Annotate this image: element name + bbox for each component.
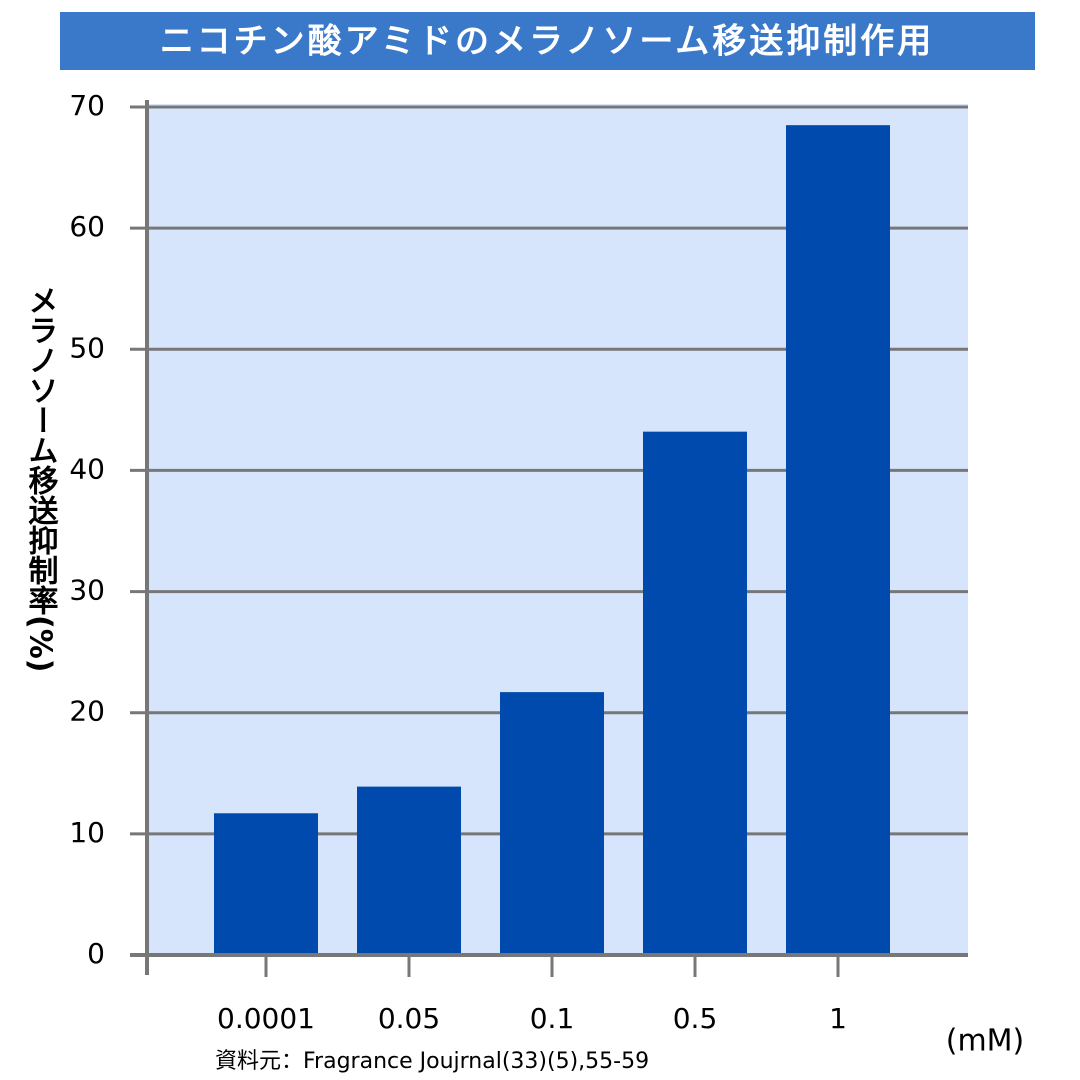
x-tick-label: 0.1 bbox=[530, 1002, 575, 1035]
y-tick-label: 60 bbox=[69, 210, 105, 243]
chart-title: ニコチン酸アミドのメラノソーム移送抑制作用 bbox=[160, 22, 935, 62]
x-tick-label: 0.5 bbox=[673, 1002, 718, 1035]
x-unit: (mM) bbox=[946, 1024, 1025, 1059]
y-tick-label: 40 bbox=[69, 452, 105, 485]
x-tick-label: 1 bbox=[829, 1002, 847, 1035]
y-tick-label: 0 bbox=[87, 937, 105, 970]
y-tick-label: 50 bbox=[69, 331, 105, 364]
bar bbox=[643, 431, 747, 956]
source: 資料元：Fragrance Joujrnal(33)(5),55-59 bbox=[215, 1049, 649, 1074]
y-tick-label: 10 bbox=[69, 816, 105, 849]
x-tick-label: 0.0001 bbox=[217, 1002, 315, 1035]
bars bbox=[214, 125, 890, 956]
y-tick-label: 20 bbox=[69, 695, 105, 728]
x-tick-label: 0.05 bbox=[378, 1002, 440, 1035]
y-tick-label: 70 bbox=[69, 89, 105, 122]
bar bbox=[786, 125, 890, 955]
title-banner bbox=[60, 12, 1035, 70]
bar bbox=[357, 786, 461, 955]
bar bbox=[214, 813, 318, 955]
y-axis-label: メラノソーム移送抑制率(%) bbox=[23, 285, 59, 672]
bar bbox=[500, 692, 604, 955]
y-tick-label: 30 bbox=[69, 574, 105, 607]
